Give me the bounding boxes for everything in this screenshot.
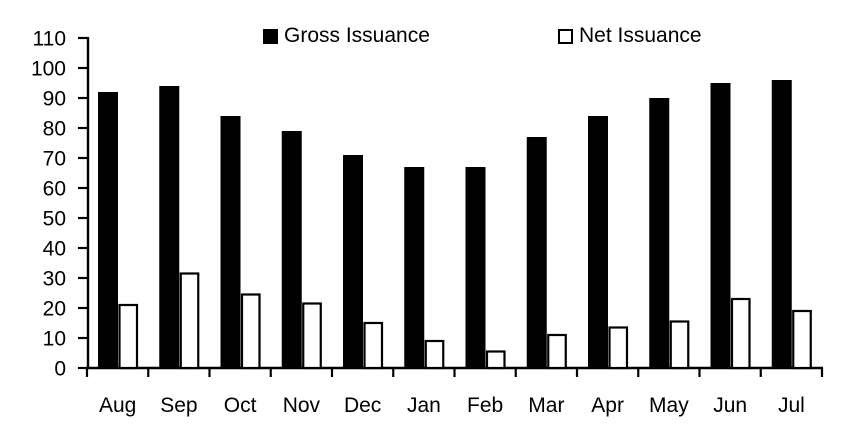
net-issuance-bar-mar	[547, 333, 567, 370]
net-issuance-bar-dec	[363, 321, 384, 370]
y-tick-label: 60	[43, 178, 66, 201]
net-issuance-bar-oct	[240, 293, 261, 370]
gross-issuance-bar-jun	[710, 83, 731, 368]
x-axis-label-jan: Jan	[407, 394, 441, 417]
gross-issuance-bar-feb	[465, 167, 486, 368]
gross-issuance-bar-nov	[281, 131, 302, 368]
x-axis-label-jun: Jun	[713, 394, 747, 417]
net-issuance-bar-jan	[424, 339, 445, 370]
net-issuance-bar-jul	[792, 309, 812, 370]
gross-issuance-bar-aug	[98, 92, 118, 368]
gross-issuance-bar-oct	[220, 116, 241, 368]
gross-issuance-bar-apr	[588, 116, 608, 368]
legend-item-gross-issuance: Gross Issuance	[263, 24, 430, 48]
gross-issuance-bar-sep	[159, 86, 180, 368]
y-tick-label: 0	[54, 358, 66, 381]
net-issuance-bar-nov	[302, 302, 322, 370]
y-tick-label: 90	[43, 88, 66, 111]
y-tick-label: 30	[43, 268, 66, 291]
net-issuance-bar-jun	[730, 297, 751, 370]
legend-label-gross-issuance: Gross Issuance	[284, 24, 430, 47]
x-axis-label-oct: Oct	[224, 394, 257, 417]
y-tick-label: 10	[43, 328, 66, 351]
net-issuance-bar-may	[669, 320, 690, 370]
x-axis-label-mar: Mar	[528, 394, 564, 417]
legend-item-net-issuance: Net Issuance	[558, 24, 702, 48]
x-axis-label-feb: Feb	[467, 394, 503, 417]
net-issuance-swatch-icon	[558, 28, 573, 44]
y-tick-label: 40	[43, 238, 66, 261]
y-tick-label: 80	[43, 118, 66, 141]
gross-issuance-swatch-icon	[263, 28, 278, 44]
x-axis-label-may: May	[649, 394, 689, 417]
y-tick-label: 20	[43, 298, 66, 321]
x-axis-label-aug: Aug	[99, 394, 136, 417]
x-axis-label-dec: Dec	[344, 394, 381, 417]
y-tick-label: 100	[31, 58, 66, 81]
gross-issuance-bar-may	[649, 98, 670, 368]
net-issuance-bar-aug	[118, 303, 139, 370]
y-tick-label: 110	[33, 28, 66, 51]
y-tick-label: 70	[43, 148, 66, 171]
x-axis-label-jul: Jul	[778, 394, 805, 417]
net-issuance-bar-feb	[485, 350, 506, 370]
x-axis-label-sep: Sep	[160, 394, 197, 417]
chart-legend: Gross Issuance Net Issuance	[0, 0, 852, 52]
legend-label-net-issuance: Net Issuance	[579, 24, 702, 47]
gross-issuance-bar-jul	[771, 80, 792, 368]
x-axis-label-nov: Nov	[283, 394, 321, 417]
gross-issuance-bar-jan	[404, 167, 425, 368]
net-issuance-bar-apr	[608, 326, 629, 370]
gross-issuance-bar-dec	[343, 155, 363, 368]
x-axis-label-apr: Apr	[591, 394, 624, 417]
gross-issuance-bar-mar	[526, 137, 547, 368]
net-issuance-bar-sep	[179, 272, 200, 370]
y-tick-label: 50	[43, 208, 66, 231]
